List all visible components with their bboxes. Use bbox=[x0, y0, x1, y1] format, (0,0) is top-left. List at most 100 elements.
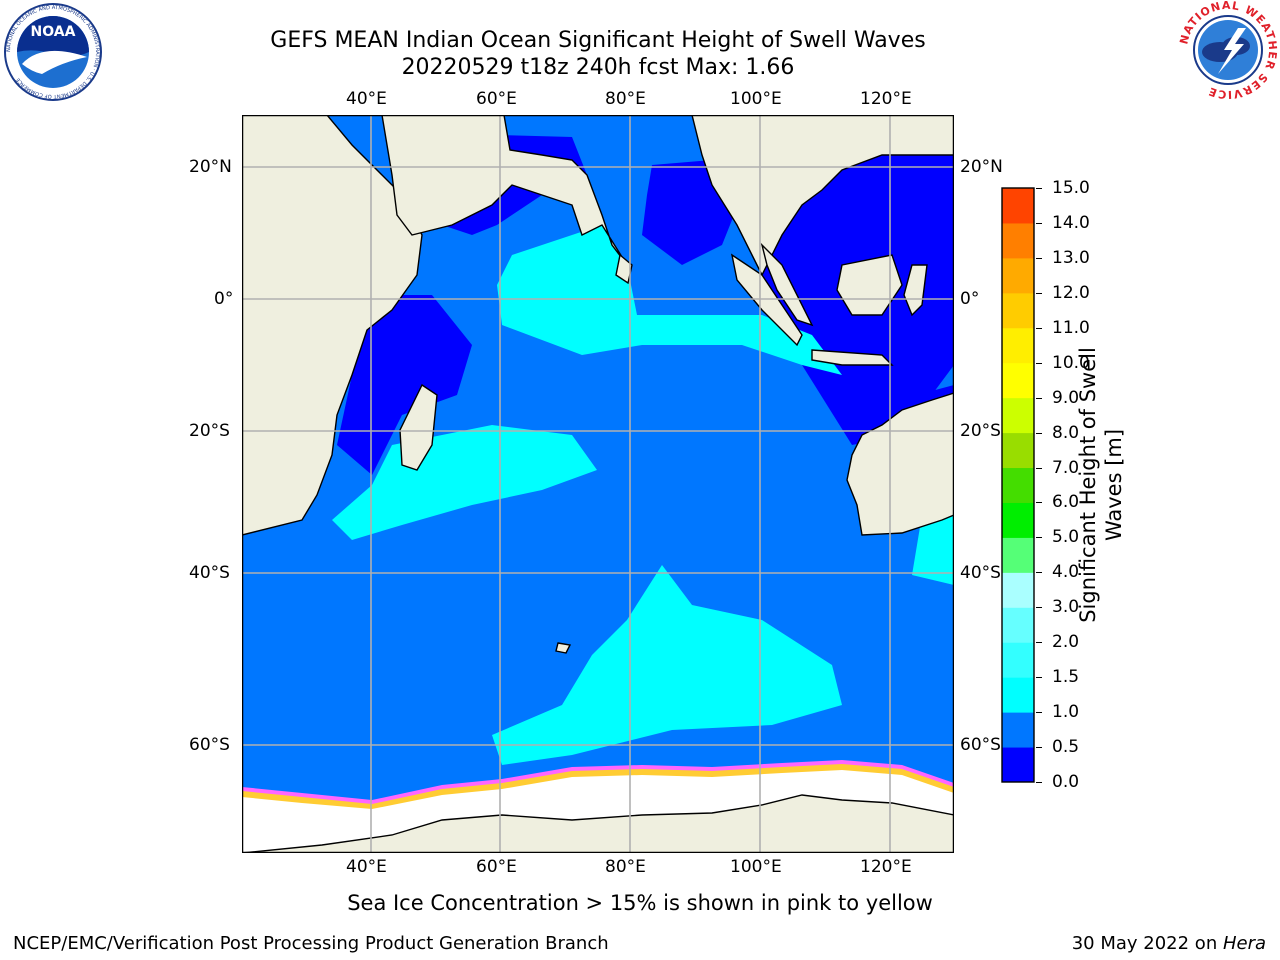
lat-label-left: 20°S bbox=[189, 421, 230, 441]
colorbar-label-line2: Waves [m] bbox=[1102, 428, 1126, 542]
map-title: GEFS MEAN Indian Ocean Significant Heigh… bbox=[270, 28, 926, 53]
sri-lanka bbox=[615, 253, 633, 285]
colorbar-tick-mark bbox=[1036, 467, 1042, 469]
sulawesi bbox=[903, 264, 928, 317]
colorbar-segment bbox=[1002, 712, 1034, 748]
colorbar-segment bbox=[1002, 747, 1034, 783]
java bbox=[811, 349, 894, 366]
colorbar-tick-mark bbox=[1036, 362, 1042, 364]
colorbar-tick-label: 10.0 bbox=[1052, 352, 1090, 373]
lat-label-left: 20°N bbox=[189, 157, 232, 177]
lon-label-bottom: 120°E bbox=[860, 857, 912, 877]
map-subtitle: 20220529 t18z 240h fcst Max: 1.66 bbox=[401, 55, 795, 80]
australia bbox=[846, 392, 954, 536]
lon-label-top: 40°E bbox=[346, 89, 387, 109]
colorbar-tick-mark bbox=[1036, 537, 1042, 539]
lon-label-bottom: 40°E bbox=[346, 857, 387, 877]
colorbar-tick-label: 3.0 bbox=[1052, 597, 1080, 618]
colorbar-tick-label: 13.0 bbox=[1052, 247, 1090, 268]
colorbar-segment bbox=[1002, 677, 1034, 713]
colorbar-tick-label: 8.0 bbox=[1052, 422, 1080, 443]
land-masses bbox=[242, 115, 954, 853]
lon-label-top: 60°E bbox=[476, 89, 517, 109]
lon-label-bottom: 100°E bbox=[730, 857, 782, 877]
colorbar-tick-mark bbox=[1036, 607, 1042, 609]
colorbar-tick-label: 4.0 bbox=[1052, 562, 1080, 583]
colorbar-tick-label: 1.5 bbox=[1052, 667, 1080, 688]
colorbar-segment bbox=[1002, 502, 1034, 538]
se-asia bbox=[691, 115, 954, 277]
colorbar-tick-label: 14.0 bbox=[1052, 212, 1090, 233]
sea-ice-note: Sea Ice Concentration > 15% is shown in … bbox=[347, 891, 933, 915]
colorbar-tick-label: 6.0 bbox=[1052, 492, 1080, 513]
colorbar-tick-mark bbox=[1036, 502, 1042, 504]
colorbar-tick-mark bbox=[1036, 292, 1042, 294]
colorbar-segment bbox=[1002, 432, 1034, 469]
sumatra bbox=[730, 253, 803, 347]
colorbar bbox=[1001, 187, 1035, 783]
lon-label-top: 120°E bbox=[860, 89, 912, 109]
colorbar-segment bbox=[1002, 362, 1034, 399]
colorbar-segment bbox=[1002, 642, 1034, 678]
colorbar-tick-mark bbox=[1036, 572, 1042, 574]
colorbar-tick-label: 2.0 bbox=[1052, 632, 1080, 653]
colorbar-tick-label: 7.0 bbox=[1052, 457, 1080, 478]
colorbar-segment bbox=[1002, 607, 1034, 643]
colorbar-tick-mark bbox=[1036, 257, 1042, 259]
mid-swell-zones bbox=[332, 225, 954, 765]
lat-label-right: 40°S bbox=[960, 563, 1001, 583]
colorbar-tick-label: 12.0 bbox=[1052, 282, 1090, 303]
colorbar-tick-label: 1.0 bbox=[1052, 702, 1080, 723]
colorbar-tick-mark bbox=[1036, 327, 1042, 329]
lat-label-right: 20°N bbox=[960, 157, 1003, 177]
lon-label-top: 80°E bbox=[605, 89, 646, 109]
colorbar-tick-label: 0.0 bbox=[1052, 772, 1080, 792]
colorbar-tick-mark bbox=[1036, 677, 1042, 679]
swell-height-map bbox=[242, 115, 954, 853]
malay-peninsula bbox=[760, 242, 814, 327]
lat-label-right: 20°S bbox=[960, 421, 1001, 441]
colorbar-tick-mark bbox=[1036, 188, 1042, 189]
colorbar-tick-label: 9.0 bbox=[1052, 387, 1080, 408]
lat-label-left: 0° bbox=[214, 289, 234, 309]
colorbar-tick-mark bbox=[1036, 782, 1042, 783]
colorbar-tick-mark bbox=[1036, 747, 1042, 749]
lon-label-bottom: 80°E bbox=[605, 857, 646, 877]
lat-label-left: 60°S bbox=[189, 735, 230, 755]
colorbar-tick-label: 0.5 bbox=[1052, 737, 1080, 758]
graticule bbox=[242, 115, 954, 853]
arabia-india bbox=[381, 115, 628, 266]
africa bbox=[242, 115, 423, 536]
footer-credit: NCEP/EMC/Verification Post Processing Pr… bbox=[13, 933, 609, 954]
colorbar-tick-mark bbox=[1036, 642, 1042, 644]
kerguelen bbox=[555, 642, 572, 654]
colorbar-segment bbox=[1002, 257, 1034, 294]
colorbar-tick-label: 5.0 bbox=[1052, 527, 1080, 548]
antarctica bbox=[242, 794, 954, 853]
colorbar-tick-mark bbox=[1036, 432, 1042, 434]
lat-label-right: 60°S bbox=[960, 735, 1001, 755]
lon-label-top: 100°E bbox=[730, 89, 782, 109]
colorbar-segment bbox=[1002, 537, 1034, 573]
colorbar-segments bbox=[1002, 188, 1034, 783]
colorbar-segment bbox=[1002, 222, 1034, 259]
madagascar bbox=[399, 383, 438, 471]
noaa-logo-text: NOAA bbox=[31, 24, 76, 40]
lat-label-right: 0° bbox=[960, 289, 980, 309]
colorbar-segment bbox=[1002, 467, 1034, 503]
footer-machine: Hera bbox=[1222, 933, 1266, 954]
colorbar-tick-mark bbox=[1036, 712, 1042, 714]
colorbar-segment bbox=[1002, 397, 1034, 434]
noaa-logo: NOAA NATIONAL OCEANIC AND ATMOSPHERIC AD… bbox=[4, 3, 102, 101]
colorbar-tick-mark bbox=[1036, 397, 1042, 399]
nws-logo: NATIONAL WEATHER SERVICE bbox=[1178, 0, 1278, 100]
colorbar-segment bbox=[1002, 188, 1034, 224]
lat-label-left: 40°S bbox=[189, 563, 230, 583]
colorbar-label-line1: Significant Height of Swell bbox=[1076, 347, 1100, 623]
map-frame bbox=[242, 115, 954, 853]
borneo bbox=[836, 254, 903, 316]
footer-date: 30 May 2022 on Hera bbox=[1071, 933, 1266, 954]
colorbar-segment bbox=[1002, 572, 1034, 608]
colorbar-segment bbox=[1002, 292, 1034, 329]
colorbar-tick-mark bbox=[1036, 222, 1042, 224]
